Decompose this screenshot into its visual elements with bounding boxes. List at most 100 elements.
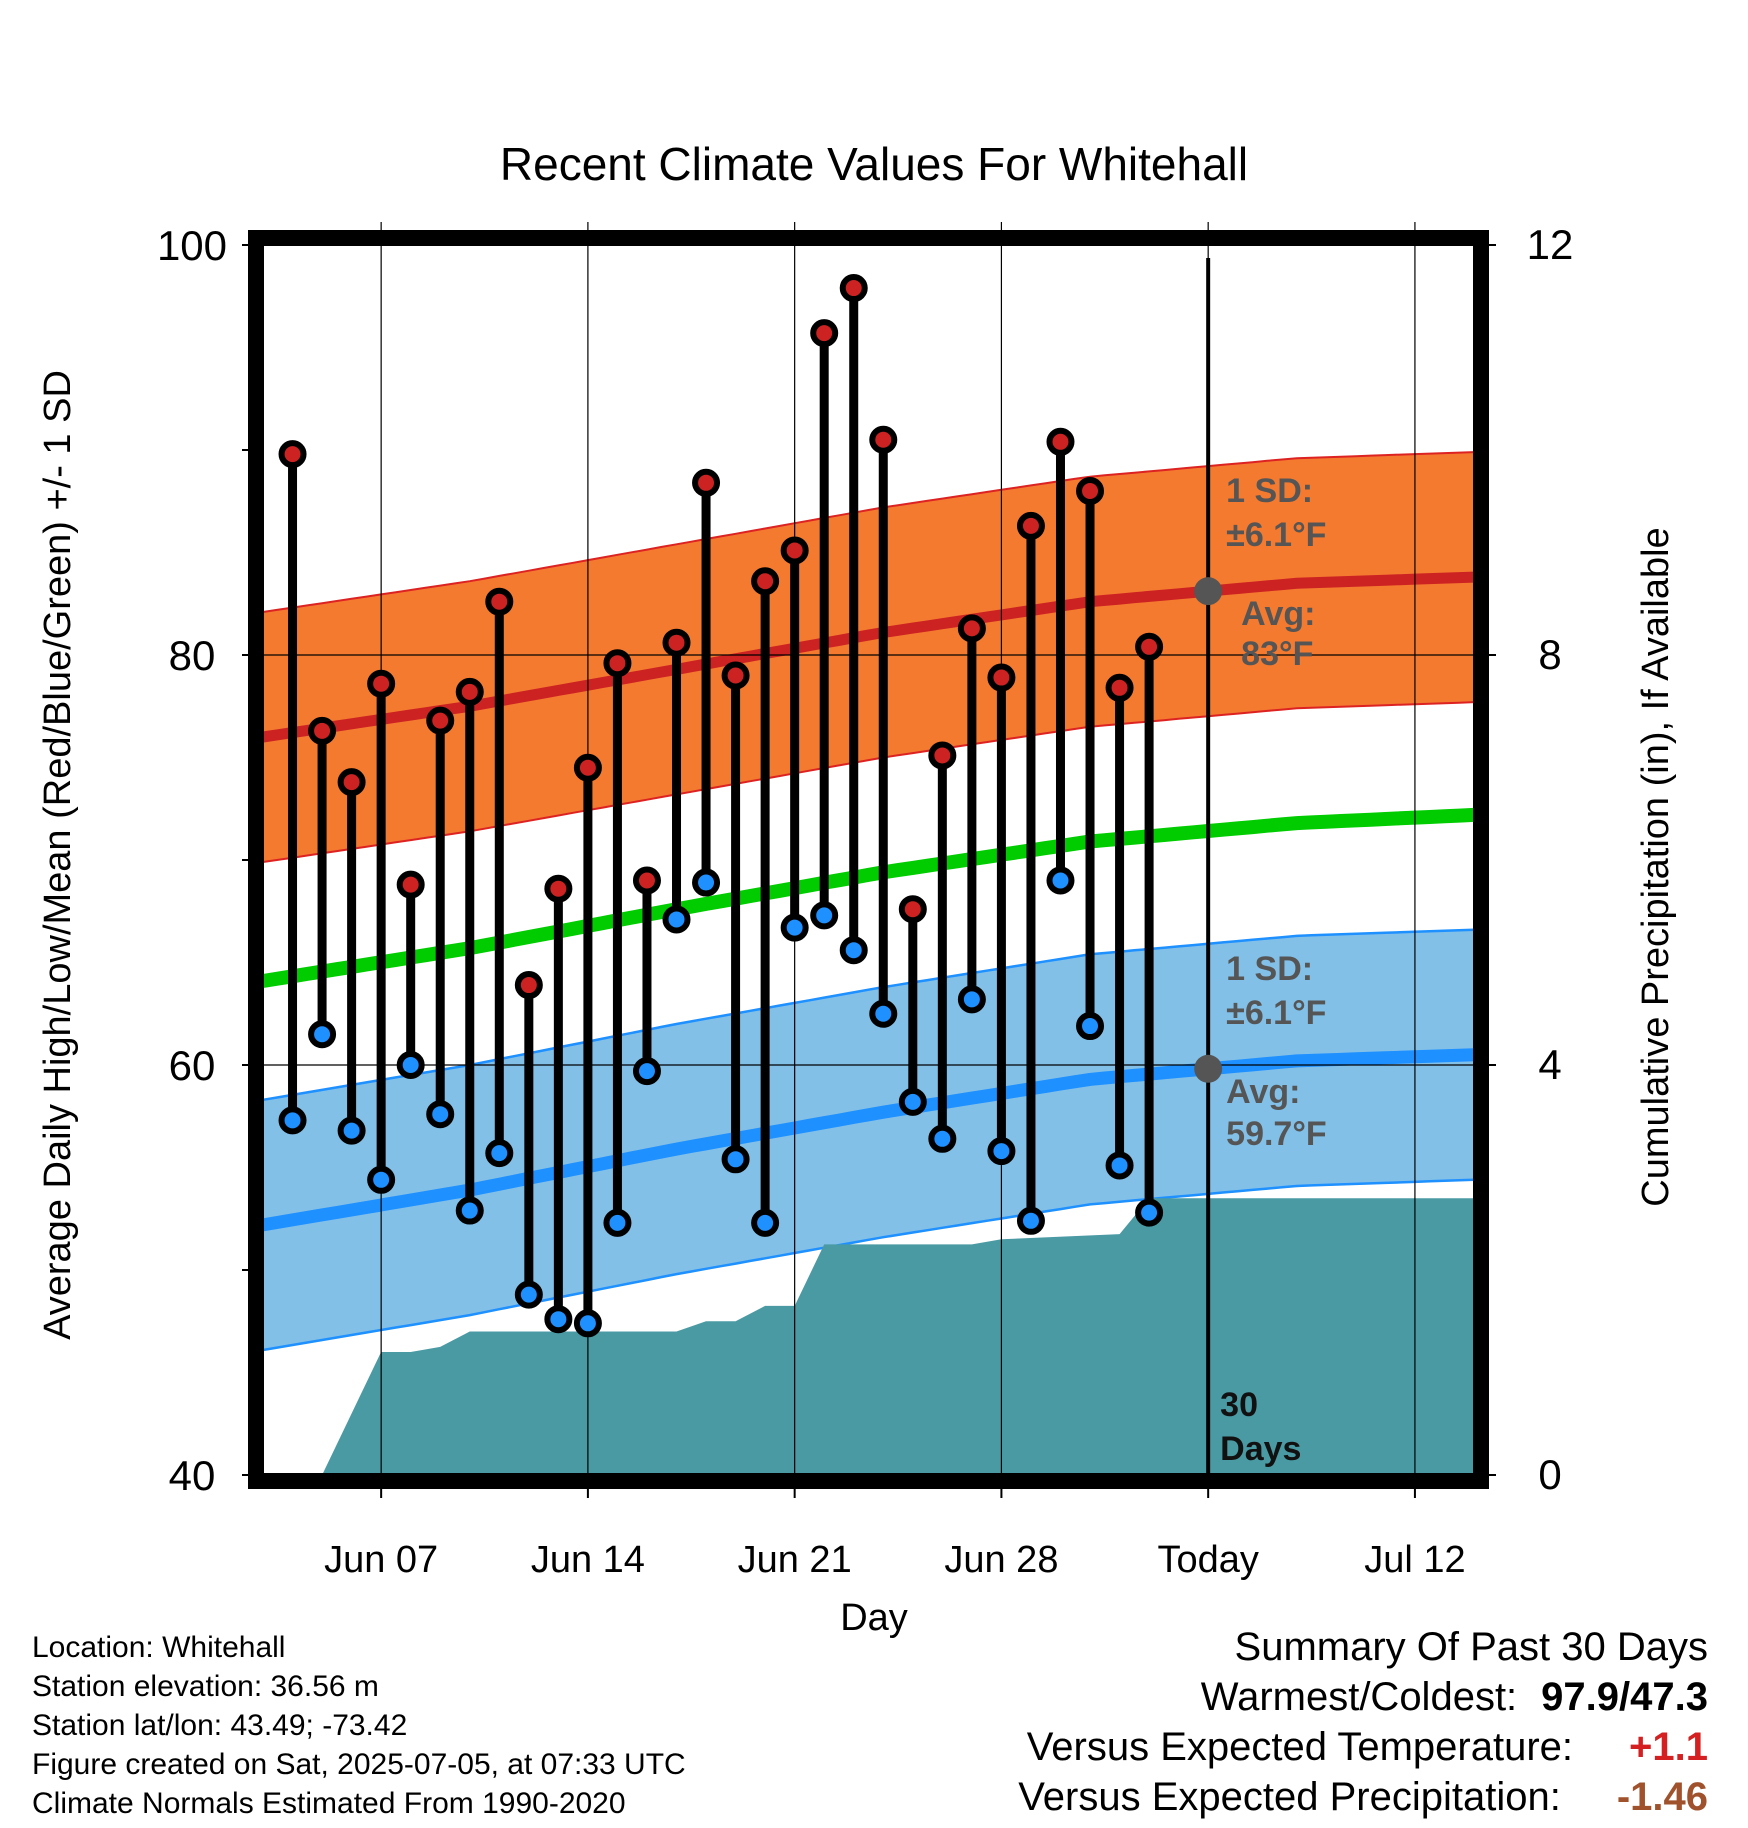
low-avg-marker [1194, 1054, 1223, 1083]
daily-low-point [603, 1208, 632, 1237]
daily-high-point [721, 661, 750, 690]
daily-low-point [573, 1309, 602, 1338]
high-sd-lower-edge [262, 701, 1475, 863]
low-avg-label: Avg: [1226, 1073, 1300, 1111]
daily-high-point [662, 628, 691, 657]
y2-axis-label: Cumulative Precipitation (in), If Availa… [1635, 527, 1677, 1206]
y2-tick-label: 0 [1538, 1451, 1561, 1498]
y2-tick-label: 12 [1527, 221, 1574, 268]
daily-low-point [692, 868, 721, 897]
daily-high-point [692, 468, 721, 497]
daily-low-point [869, 999, 898, 1028]
summary-panel: Summary Of Past 30 Days Warmest/Coldest:… [1018, 1622, 1708, 1822]
daily-low-point [928, 1124, 957, 1153]
daily-low-point [751, 1208, 780, 1237]
daily-high-point [898, 895, 927, 924]
high-sd-label: 1 SD: [1226, 472, 1313, 510]
normal-low-line [261, 1048, 1475, 1232]
x-tick-label: Jun 28 [944, 1539, 1058, 1581]
precipitation-area [263, 1198, 1474, 1475]
days-count-label: 30 [1220, 1386, 1258, 1424]
days-unit-label: Days [1220, 1430, 1301, 1468]
daily-high-point [987, 663, 1016, 692]
daily-low-point [780, 913, 809, 942]
x-axis-label: Day [840, 1597, 908, 1639]
x-tick-label: Jun 07 [324, 1539, 438, 1581]
daily-low-point [721, 1145, 750, 1174]
daily-high-point [514, 971, 543, 1000]
warmest-coldest-value: 97.9/47.3 [1541, 1675, 1708, 1719]
daily-low-point [987, 1137, 1016, 1166]
daily-high-point [367, 669, 396, 698]
summary-title: Summary Of Past 30 Days [1234, 1625, 1708, 1669]
daily-high-point [337, 768, 366, 797]
high-sd-upper-edge [262, 451, 1475, 613]
daily-high-point [839, 274, 868, 303]
latlon-text: Station lat/lon: 43.49; -73.42 [32, 1709, 408, 1742]
normal-high-line [262, 571, 1475, 743]
daily-low-point [898, 1087, 927, 1116]
daily-low-point [337, 1116, 366, 1145]
location-text: Location: Whitehall [32, 1631, 286, 1664]
daily-low-point [957, 985, 986, 1014]
daily-high-point [308, 716, 337, 745]
normals-text: Climate Normals Estimated From 1990-2020 [32, 1787, 626, 1820]
low-sd-label: 1 SD: [1226, 950, 1313, 988]
daily-low-point [455, 1196, 484, 1225]
warmest-coldest-row: Warmest/Coldest: 97.9/47.3 [1018, 1672, 1708, 1722]
daily-high-point [396, 870, 425, 899]
high-sd-band [263, 452, 1474, 862]
daily-low-point [396, 1051, 425, 1079]
daily-low-point [1105, 1151, 1134, 1180]
station-info: Location: Whitehall Station elevation: 3… [32, 1628, 686, 1823]
chart-title: Recent Climate Values For Whitehall [500, 138, 1248, 190]
daily-high-point [632, 866, 661, 895]
daily-low-point [308, 1020, 337, 1049]
daily-high-point [780, 536, 809, 565]
daily-low-point [1046, 866, 1075, 895]
y-tick-label: 100 [157, 222, 227, 269]
low-sd-upper-edge [262, 928, 1475, 1102]
daily-low-point [1016, 1206, 1045, 1235]
low-avg-value: 59.7°F [1226, 1115, 1327, 1153]
temperature-departure-row: Versus Expected Temperature: +1.1 [1018, 1722, 1708, 1772]
y2-tick-label: 8 [1538, 631, 1561, 678]
temperature-departure-label: Versus Expected Temperature: [1026, 1725, 1574, 1769]
daily-low-point [544, 1305, 573, 1334]
normal-mean-line [261, 807, 1475, 988]
daily-high-point [603, 649, 632, 678]
x-tick-label: Jun 14 [531, 1539, 645, 1581]
daily-high-point [426, 706, 455, 735]
y2-tick-label: 4 [1538, 1041, 1561, 1088]
daily-high-point [544, 874, 573, 903]
x-tick-label: Jun 21 [738, 1539, 852, 1581]
daily-low-point [839, 936, 868, 965]
y-tick-label: 40 [169, 1452, 216, 1499]
x-tick-label: Today [1157, 1539, 1258, 1581]
temperature-departure-value: +1.1 [1629, 1725, 1708, 1769]
precipitation-departure-value: -1.46 [1616, 1775, 1708, 1819]
y-tick-label: 60 [169, 1042, 216, 1089]
high-avg-marker [1194, 577, 1223, 606]
daily-low-point [367, 1165, 396, 1194]
daily-high-point [1016, 511, 1045, 540]
daily-low-point [426, 1100, 455, 1129]
daily-low-point [632, 1057, 661, 1086]
daily-high-point [573, 753, 602, 782]
daily-high-point [751, 567, 780, 596]
daily-low-point [514, 1280, 543, 1309]
daily-high-point [278, 440, 307, 469]
elevation-text: Station elevation: 36.56 m [32, 1670, 379, 1703]
daily-high-point [1076, 477, 1105, 505]
warmest-coldest-label: Warmest/Coldest: [1200, 1675, 1518, 1719]
y-tick-label: 80 [169, 632, 216, 679]
daily-low-point [278, 1106, 307, 1135]
axes: 40 60 80 100 0 4 8 12 Jun 07 Jun 14 Jun 21 Jun 28 To… [157, 221, 1573, 1581]
high-avg-value: 83°F [1241, 635, 1313, 673]
daily-high-point [810, 319, 839, 348]
daily-high-point [928, 741, 957, 770]
daily-low-point [1076, 1012, 1105, 1041]
daily-low-point [810, 901, 839, 930]
precipitation-departure-label: Versus Expected Precipitation: [1018, 1775, 1561, 1819]
